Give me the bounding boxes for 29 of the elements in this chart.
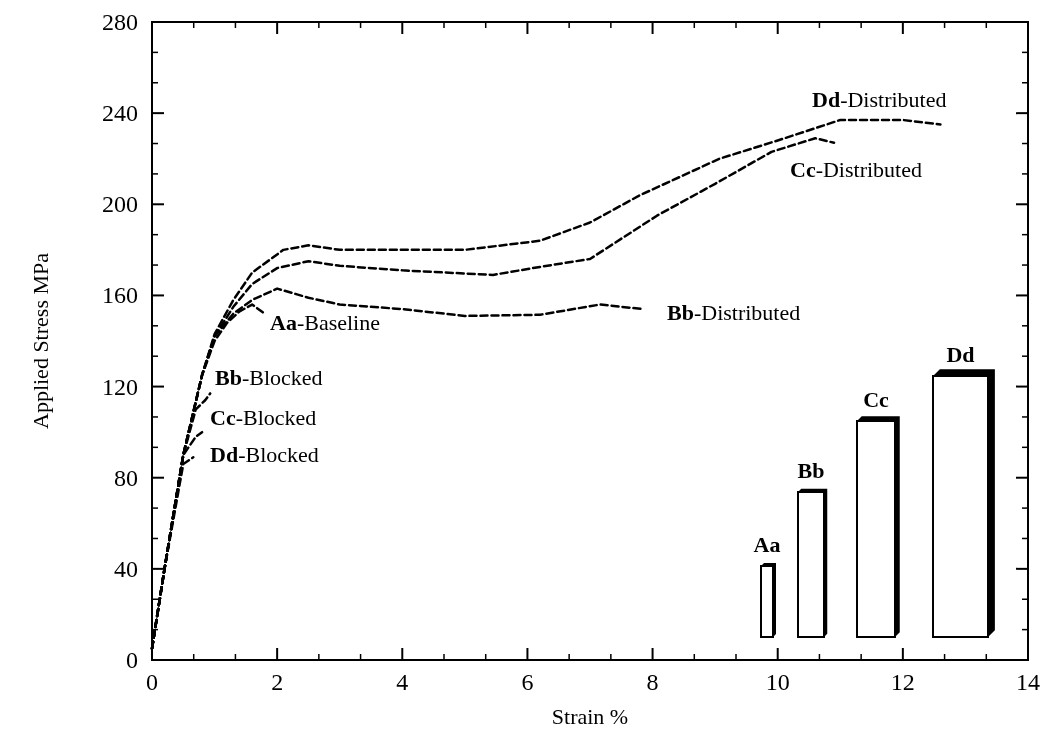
y-tick-label: 200 bbox=[102, 191, 138, 218]
x-tick-label: 8 bbox=[646, 669, 659, 695]
annotation: Dd bbox=[946, 342, 975, 367]
series-label: Dd-Blocked bbox=[210, 442, 319, 467]
y-tick-label: 240 bbox=[102, 100, 138, 127]
y-tick-label: 80 bbox=[114, 464, 138, 491]
annotation: Cc bbox=[863, 387, 890, 412]
annotation: Bb bbox=[797, 458, 825, 483]
series-label: Bb-Distributed bbox=[667, 300, 801, 325]
series-label: Cc-Blocked bbox=[210, 405, 317, 430]
series-label: Cc-Distributed bbox=[790, 157, 922, 182]
series-label: Aa-Baseline bbox=[270, 310, 380, 335]
y-tick-label: 160 bbox=[102, 282, 138, 309]
x-tick-label: 4 bbox=[396, 669, 409, 695]
x-tick-label: 0 bbox=[146, 669, 158, 695]
x-tick-label: 10 bbox=[765, 669, 790, 695]
x-tick-label: 2 bbox=[271, 669, 284, 695]
series-label: Dd-Distributed bbox=[812, 87, 947, 112]
x-tick-label: 12 bbox=[890, 669, 915, 695]
annotation: Aa bbox=[753, 532, 781, 557]
y-tick-label: 120 bbox=[102, 373, 138, 400]
y-tick-label: 40 bbox=[114, 555, 138, 582]
series-label: Bb-Blocked bbox=[215, 365, 323, 390]
x-tick-label: 14 bbox=[1016, 669, 1040, 695]
y-axis-title: Applied Stress MPa bbox=[28, 252, 53, 429]
y-tick-label: 280 bbox=[102, 9, 138, 35]
x-axis-title: Strain % bbox=[551, 704, 629, 729]
y-tick-label: 0 bbox=[126, 647, 138, 673]
x-tick-label: 6 bbox=[521, 669, 534, 695]
